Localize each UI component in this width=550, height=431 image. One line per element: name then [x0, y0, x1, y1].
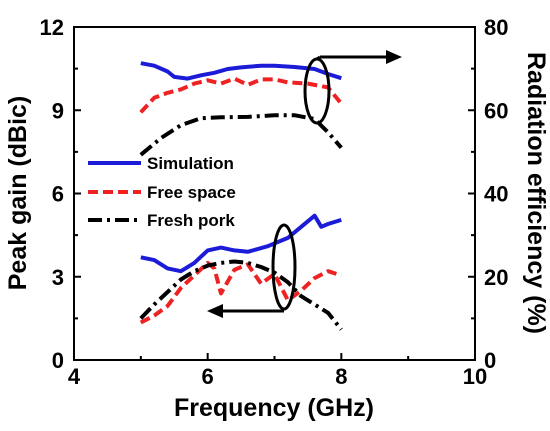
x-tick-label: 10 — [463, 364, 487, 389]
legend-label-fresh-pork: Fresh pork — [147, 211, 235, 230]
y-left-tick-label: 9 — [52, 98, 64, 123]
x-tick-label: 8 — [335, 364, 347, 389]
y-right-tick-label: 0 — [484, 348, 496, 373]
series-line-free-space-left — [139, 260, 342, 325]
annotation-arrowhead-left — [207, 304, 223, 318]
legend-label-simulation: Simulation — [147, 154, 234, 173]
y-left-axis-title: Peak gain (dBic) — [4, 96, 32, 291]
y-left-tick-label: 6 — [52, 182, 64, 207]
series-line-free-space-right — [139, 76, 343, 114]
series-line-fresh-pork-left — [139, 259, 343, 331]
y-right-tick-label: 20 — [484, 265, 508, 290]
y-right-tick-label: 60 — [484, 98, 508, 123]
annotations — [207, 50, 402, 318]
y-left-tick-label: 12 — [40, 15, 64, 40]
tick-marks — [73, 26, 476, 361]
x-tick-labels: 4 6 8 10 — [68, 364, 487, 389]
legend: Simulation Free space Fresh pork — [88, 154, 236, 230]
x-tick-label: 4 — [68, 364, 81, 389]
series-line-simulation-left — [140, 213, 342, 274]
legend-label-free-space: Free space — [147, 183, 236, 202]
x-tick-label: 6 — [202, 364, 214, 389]
y-right-tick-labels: 0 20 40 60 80 — [484, 15, 508, 373]
x-axis-title: Frequency (GHz) — [174, 394, 374, 422]
y-right-tick-label: 40 — [484, 182, 508, 207]
y-left-tick-label: 3 — [52, 265, 64, 290]
y-left-tick-labels: 0 3 6 9 12 — [40, 15, 64, 373]
y-right-axis-title: Radiation efficiency (%) — [522, 52, 550, 334]
annotation-arrow-right-stem — [316, 55, 321, 61]
y-right-tick-label: 80 — [484, 15, 508, 40]
annotation-arrowhead-right — [386, 50, 402, 64]
y-left-tick-label: 0 — [52, 348, 64, 373]
annotation-ellipse-lower — [271, 223, 297, 311]
